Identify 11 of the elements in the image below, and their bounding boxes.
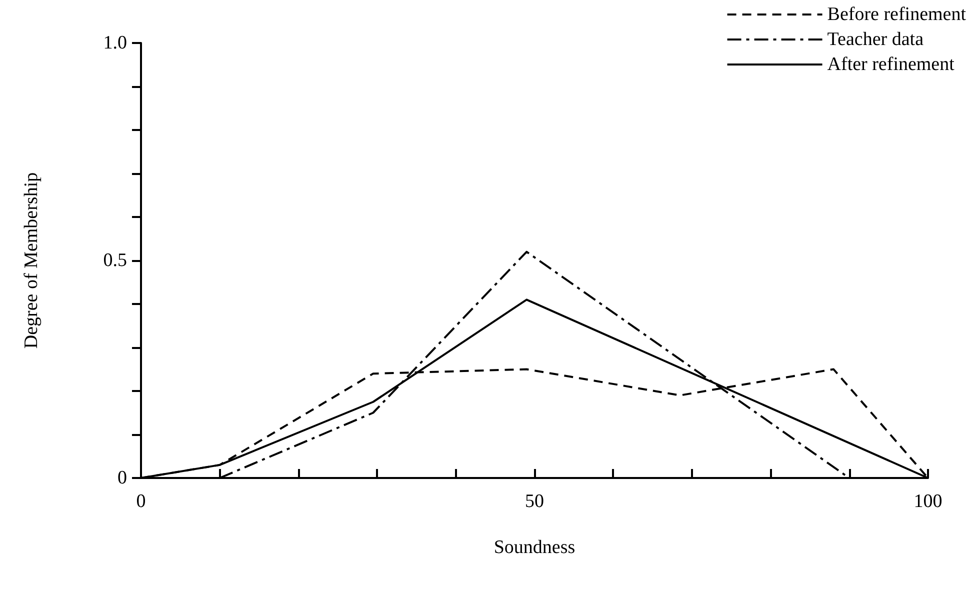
y-tick-label: 0 bbox=[118, 468, 127, 488]
x-tick-label: 100 bbox=[914, 491, 942, 512]
legend-label: After refinement bbox=[827, 54, 956, 75]
legend-label: Before refinement bbox=[827, 4, 967, 25]
y-tick-label: 0.5 bbox=[103, 250, 127, 271]
x-tick-label: 50 bbox=[525, 491, 544, 512]
y-tick-label: 1.0 bbox=[103, 32, 127, 54]
x-axis-title: Soundness bbox=[494, 537, 576, 558]
x-tick-label: 0 bbox=[136, 491, 146, 512]
y-axis-title: Degree of Membership bbox=[21, 172, 42, 349]
legend-label: Teacher data bbox=[827, 29, 924, 50]
